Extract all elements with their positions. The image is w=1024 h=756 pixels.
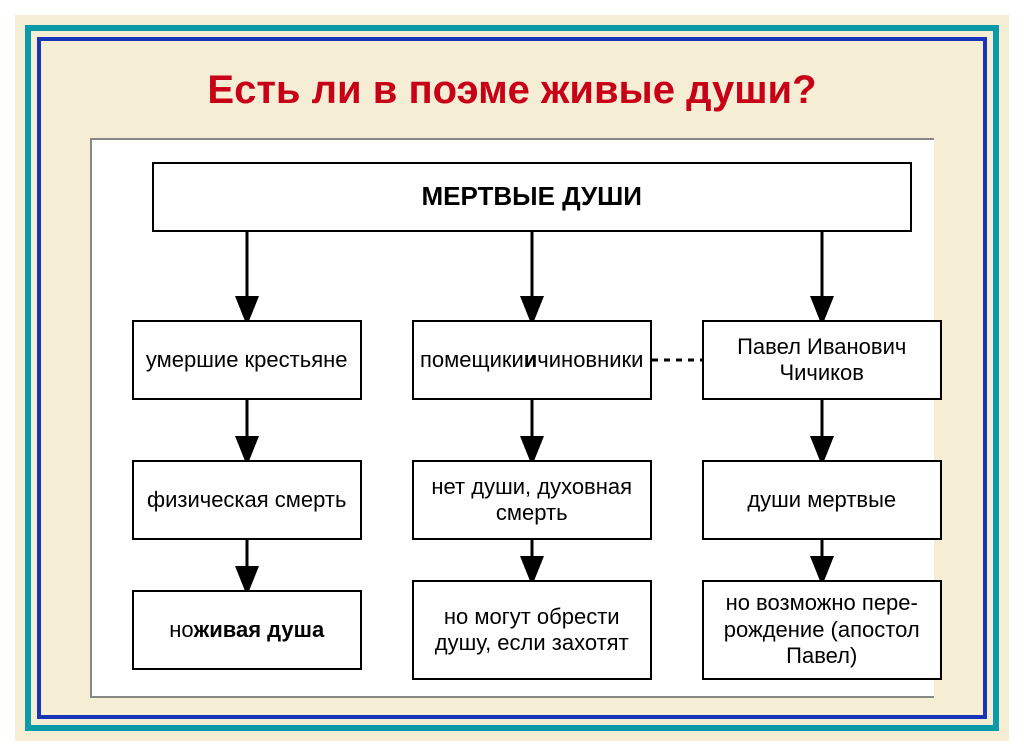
col2-mid: души мертвые xyxy=(702,460,942,540)
page-background: Есть ли в поэме живые души? МЕРТВЫЕ ДУШИ… xyxy=(15,15,1009,741)
col0-mid: физическая смерть xyxy=(132,460,362,540)
col1-top: помещики и чиновники xyxy=(412,320,652,400)
diagram-container: МЕРТВЫЕ ДУШИ умершие крестьяне физическая … xyxy=(90,138,935,698)
col2-bot: но возможно пере- рождение (апостол Паве… xyxy=(702,580,942,680)
col1-mid: нет души, духовная смерть xyxy=(412,460,652,540)
col2-top: Павел Иванович Чичиков xyxy=(702,320,942,400)
content-area: Есть ли в поэме живые души? МЕРТВЫЕ ДУШИ… xyxy=(53,53,971,703)
page-title: Есть ли в поэме живые души? xyxy=(207,68,816,113)
col1-bot: но могут обрести душу, если захотят xyxy=(412,580,652,680)
col0-top: умершие крестьяне xyxy=(132,320,362,400)
col0-bot: но живая душа xyxy=(132,590,362,670)
diagram-header: МЕРТВЫЕ ДУШИ xyxy=(152,162,912,232)
